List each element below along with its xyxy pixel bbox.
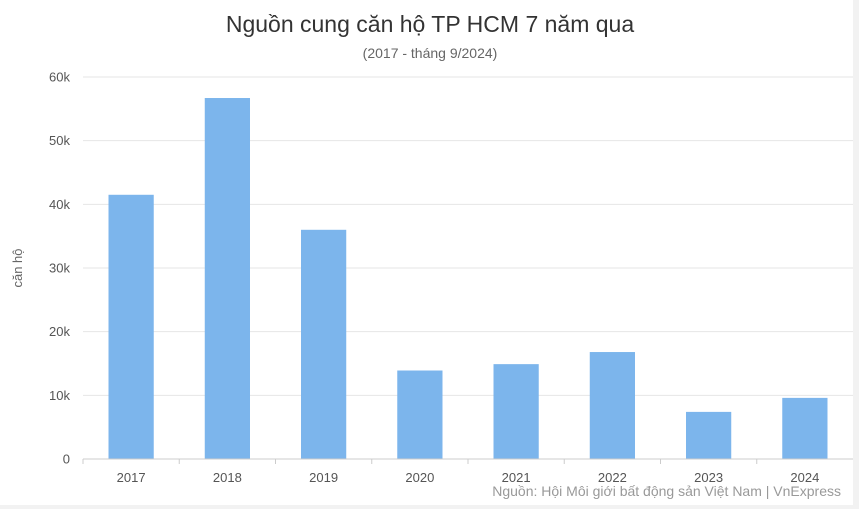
- x-tick-label-2019: 2019: [309, 470, 338, 485]
- y-tick-label: 60k: [49, 70, 70, 85]
- y-tick-label: 40k: [49, 197, 70, 212]
- bar-2018[interactable]: [204, 98, 250, 459]
- bar-2017[interactable]: [108, 194, 154, 460]
- x-axis-ticks: 2017 2018 2019 2020 2021 2022 2023 2024: [82, 459, 819, 485]
- bar-2019[interactable]: [301, 229, 347, 459]
- bar-2024[interactable]: [782, 397, 828, 459]
- bar-2022[interactable]: [589, 352, 635, 459]
- y-tick-label: 20k: [49, 324, 70, 339]
- y-tick-label: 10k: [49, 388, 70, 403]
- source-credit: Nguồn: Hội Môi giới bất động sản Việt Na…: [492, 483, 841, 499]
- chart-subtitle: (2017 - tháng 9/2024): [363, 45, 498, 61]
- x-tick-label-2023: 2023: [694, 470, 723, 485]
- bar-2021[interactable]: [493, 364, 539, 459]
- x-tick-label-2024: 2024: [790, 470, 819, 485]
- y-tick-label: 0: [63, 452, 70, 467]
- x-tick-label-2020: 2020: [405, 470, 434, 485]
- y-tick-label: 30k: [49, 261, 70, 276]
- y-axis-label: căn hộ: [10, 248, 25, 287]
- x-tick-label-2017: 2017: [117, 470, 146, 485]
- x-tick-label-2021: 2021: [502, 470, 531, 485]
- y-axis-ticks: 0 10k 20k 30k 40k 50k 60k: [49, 70, 70, 467]
- x-tick-label-2022: 2022: [598, 470, 627, 485]
- y-tick-label: 50k: [49, 133, 70, 148]
- x-tick-label-2018: 2018: [213, 470, 242, 485]
- gridlines: [83, 76, 853, 396]
- bar-2023[interactable]: [686, 411, 732, 459]
- chart-title: Nguồn cung căn hộ TP HCM 7 năm qua: [226, 11, 634, 37]
- bars: [108, 98, 828, 460]
- bar-2020[interactable]: [397, 370, 443, 459]
